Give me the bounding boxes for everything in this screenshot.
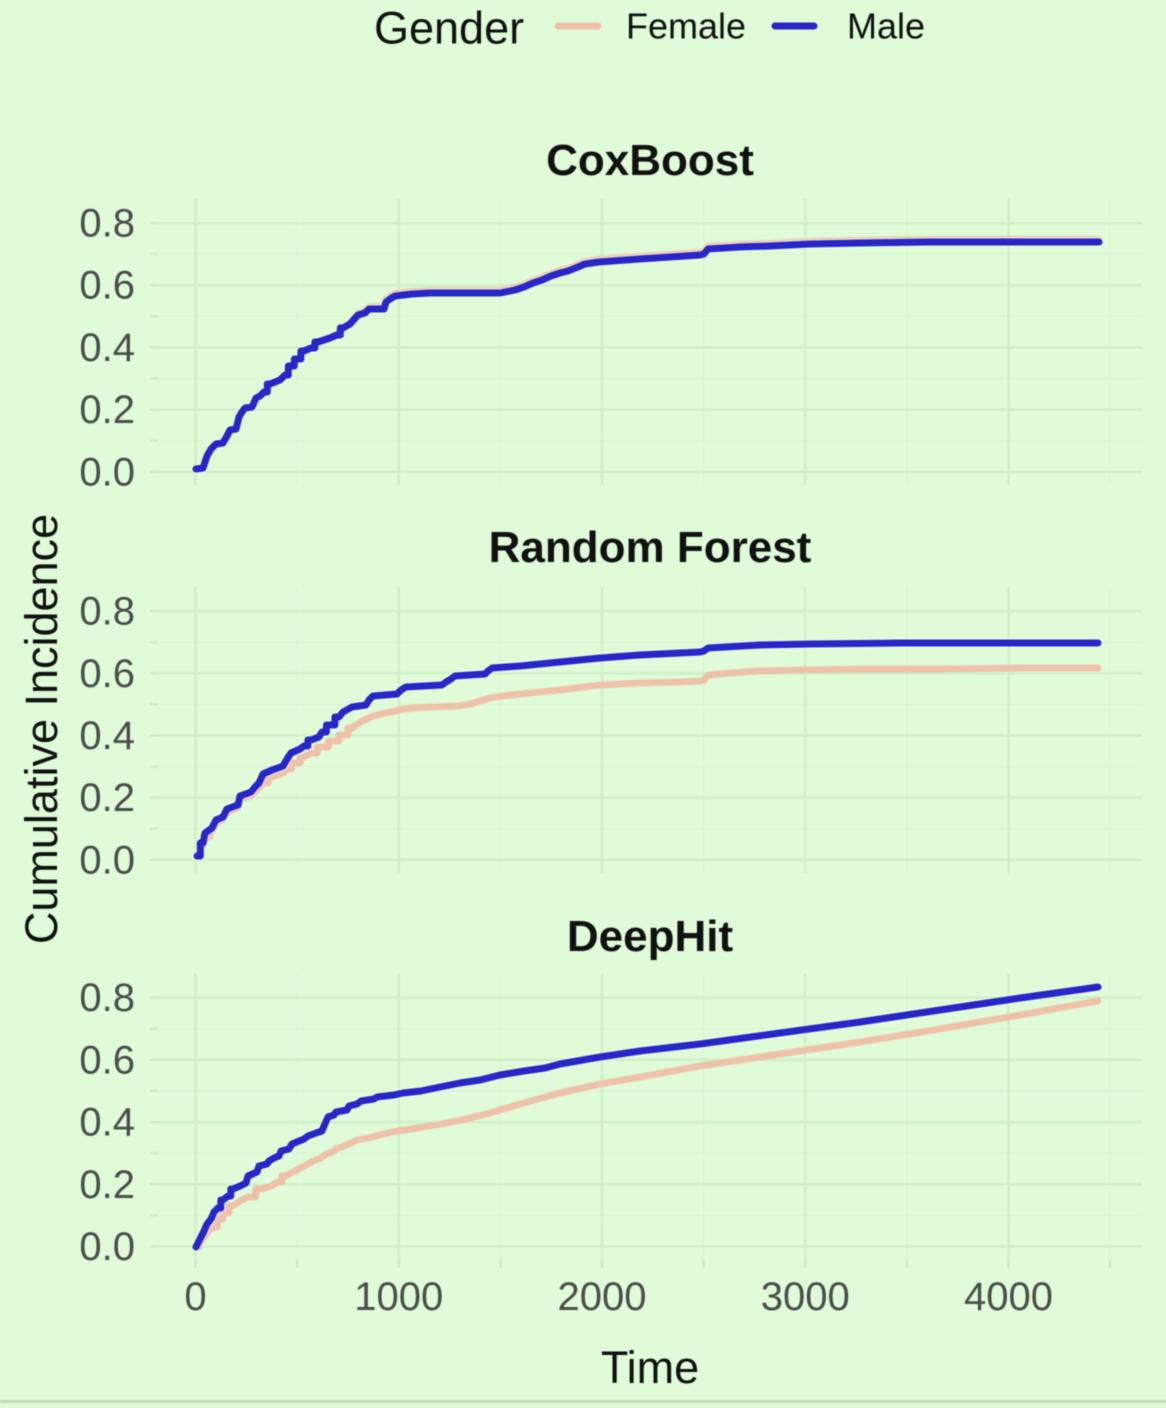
- svg-text:Male: Male: [847, 6, 925, 47]
- svg-text:0.8: 0.8: [79, 590, 135, 634]
- svg-text:Cumulative Incidence: Cumulative Incidence: [16, 514, 67, 944]
- svg-text:0.4: 0.4: [79, 1101, 135, 1145]
- svg-text:0.0: 0.0: [79, 1225, 135, 1269]
- svg-text:0.2: 0.2: [79, 388, 135, 432]
- svg-text:0.0: 0.0: [79, 838, 135, 882]
- svg-text:0: 0: [184, 1275, 206, 1319]
- svg-text:0.8: 0.8: [79, 202, 135, 246]
- svg-text:0.2: 0.2: [79, 776, 135, 820]
- svg-text:3000: 3000: [761, 1275, 850, 1319]
- svg-text:0.2: 0.2: [79, 1163, 135, 1207]
- svg-text:0.6: 0.6: [79, 1038, 135, 1082]
- svg-text:Time: Time: [601, 1342, 699, 1393]
- svg-text:DeepHit: DeepHit: [567, 912, 734, 961]
- svg-text:Random Forest: Random Forest: [489, 523, 812, 572]
- svg-text:1000: 1000: [354, 1275, 443, 1319]
- svg-text:0.4: 0.4: [79, 714, 135, 758]
- svg-text:2000: 2000: [558, 1275, 647, 1319]
- svg-text:0.8: 0.8: [79, 976, 135, 1020]
- svg-text:0.4: 0.4: [79, 326, 135, 370]
- svg-text:Gender: Gender: [374, 3, 524, 54]
- svg-text:4000: 4000: [964, 1275, 1053, 1319]
- svg-text:0.6: 0.6: [79, 264, 135, 308]
- svg-text:Female: Female: [626, 6, 746, 47]
- svg-text:0.6: 0.6: [79, 652, 135, 696]
- svg-text:CoxBoost: CoxBoost: [546, 136, 754, 185]
- svg-text:0.0: 0.0: [79, 450, 135, 494]
